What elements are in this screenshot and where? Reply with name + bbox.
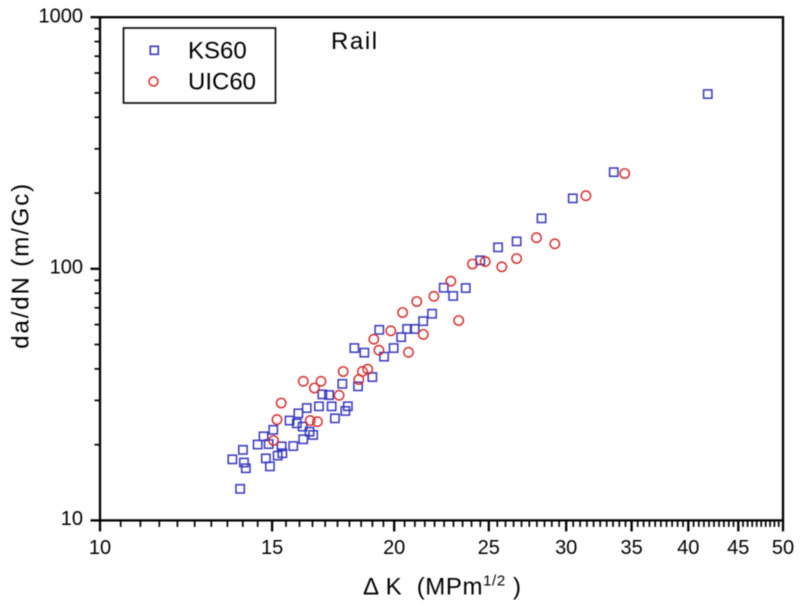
svg-text:15: 15: [261, 537, 283, 559]
svg-text:35: 35: [620, 537, 642, 559]
svg-text:25: 25: [478, 537, 500, 559]
svg-text:40: 40: [677, 537, 699, 559]
svg-text:10: 10: [89, 537, 111, 559]
svg-text:20: 20: [383, 537, 405, 559]
svg-text:UIC60: UIC60: [188, 69, 256, 96]
svg-text:10: 10: [61, 508, 83, 530]
svg-text:30: 30: [555, 537, 577, 559]
svg-text:da/dN (m/Gc): da/dN (m/Gc): [8, 182, 35, 349]
svg-text:50: 50: [772, 537, 794, 559]
svg-text:1000: 1000: [39, 6, 84, 28]
svg-text:KS60: KS60: [188, 38, 247, 65]
svg-text:45: 45: [727, 537, 749, 559]
svg-text:100: 100: [50, 257, 83, 279]
svg-text:Rail: Rail: [331, 28, 379, 55]
